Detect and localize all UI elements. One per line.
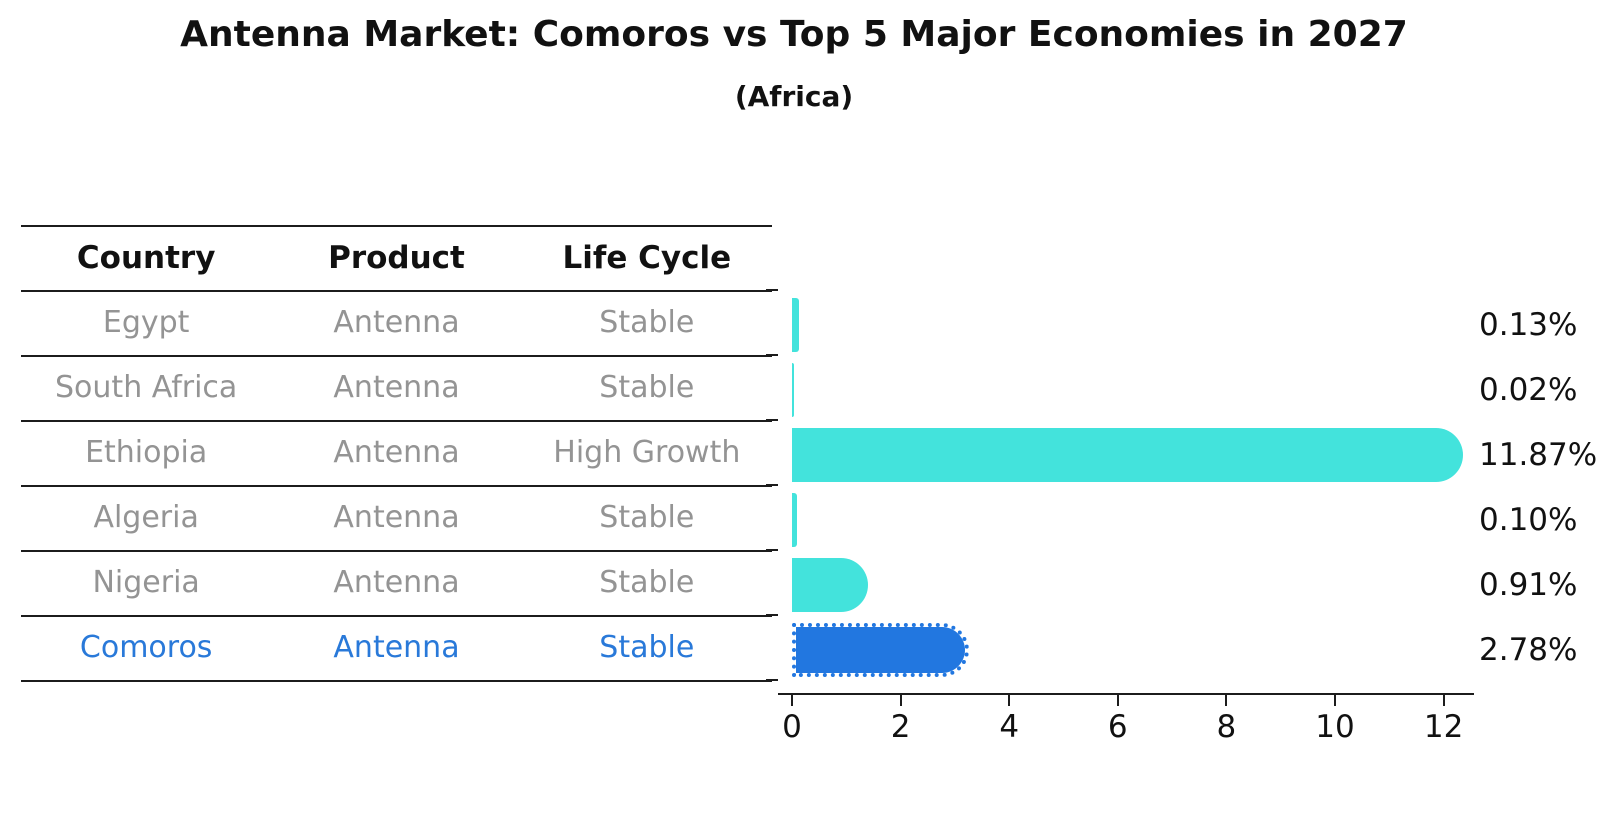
cell-life-cycle: High Growth <box>553 435 741 470</box>
table-row-rule <box>21 290 772 292</box>
x-axis-tick <box>899 695 902 706</box>
x-axis-tick <box>791 695 793 706</box>
x-axis-tick-label: 6 <box>1107 709 1128 745</box>
x-axis-tick-label: 12 <box>1423 709 1464 745</box>
x-axis-tick <box>1008 695 1011 706</box>
cell-country: Egypt <box>102 305 190 340</box>
cell-life-cycle: Stable <box>599 565 695 600</box>
table-row-rule <box>21 550 772 552</box>
bar-value-label: 0.10% <box>1479 502 1578 538</box>
y-axis-tick <box>766 419 778 421</box>
column-header: Product <box>328 239 465 276</box>
table-row-rule <box>21 615 772 617</box>
table-row-rule <box>21 420 772 422</box>
column-header: Country <box>76 239 216 276</box>
x-axis-tick <box>1334 695 1336 706</box>
table-row-rule <box>21 485 772 487</box>
cell-product: Antenna <box>333 370 460 405</box>
x-axis-tick <box>1442 695 1445 706</box>
bar-comoros <box>792 623 970 677</box>
bar-nigeria <box>792 558 868 612</box>
bar-value-label: 2.78% <box>1479 632 1578 668</box>
table-row-rule <box>21 680 772 682</box>
y-axis-tick <box>766 289 778 291</box>
y-axis-tick <box>766 549 778 551</box>
cell-product: Antenna <box>333 305 460 340</box>
x-axis-tick-label: 8 <box>1216 709 1237 745</box>
cell-life-cycle: Stable <box>599 370 695 405</box>
cell-life-cycle: Stable <box>599 630 695 665</box>
y-axis-tick <box>766 614 778 616</box>
bar-algeria <box>792 493 798 547</box>
cell-product: Antenna <box>333 630 460 665</box>
chart-title: Antenna Market: Comoros vs Top 5 Major E… <box>180 14 1408 55</box>
x-axis-tick-label: 2 <box>890 709 911 745</box>
cell-country: Algeria <box>93 500 199 535</box>
x-axis-line <box>778 693 1474 695</box>
cell-product: Antenna <box>333 435 460 470</box>
x-axis-tick <box>1116 695 1119 706</box>
cell-product: Antenna <box>333 565 460 600</box>
table-row: Algeria Antenna Stable <box>21 485 772 550</box>
table-top-rule <box>21 225 772 227</box>
cell-life-cycle: Stable <box>599 305 695 340</box>
bar-value-label: 0.02% <box>1479 372 1578 408</box>
column-header: Life Cycle <box>562 239 732 276</box>
y-axis-tick <box>766 354 778 356</box>
bar-value-label: 11.87% <box>1479 437 1598 473</box>
y-axis-tick <box>766 484 778 486</box>
table-row-rule <box>21 355 772 357</box>
table-row: Egypt Antenna Stable <box>21 290 772 355</box>
table-row: Nigeria Antenna Stable <box>21 550 772 615</box>
x-axis-tick-label: 10 <box>1315 709 1355 745</box>
cell-country: Nigeria <box>92 565 200 600</box>
bar-egypt <box>792 298 800 352</box>
cell-country: South Africa <box>55 370 238 405</box>
table-row: Ethiopia Antenna High Growth <box>21 420 772 485</box>
bar-south-africa <box>792 363 794 417</box>
bar-ethiopia <box>792 428 1464 482</box>
table-row: Comoros Antenna Stable <box>21 615 772 680</box>
x-axis-tick <box>1225 695 1228 706</box>
bar-value-label: 0.91% <box>1479 567 1578 603</box>
cell-life-cycle: Stable <box>599 500 695 535</box>
bar-value-label: 0.13% <box>1479 307 1578 343</box>
cell-product: Antenna <box>333 500 460 535</box>
x-axis-tick-label: 4 <box>999 709 1020 745</box>
x-axis-tick-label: 0 <box>782 709 802 745</box>
cell-country: Ethiopia <box>85 435 208 470</box>
table-row: South Africa Antenna Stable <box>21 355 772 420</box>
table-header-row: Country Product Life Cycle <box>21 225 772 290</box>
y-axis-tick <box>766 679 778 681</box>
chart-subtitle: (Africa) <box>734 80 854 113</box>
cell-country: Comoros <box>79 630 213 665</box>
